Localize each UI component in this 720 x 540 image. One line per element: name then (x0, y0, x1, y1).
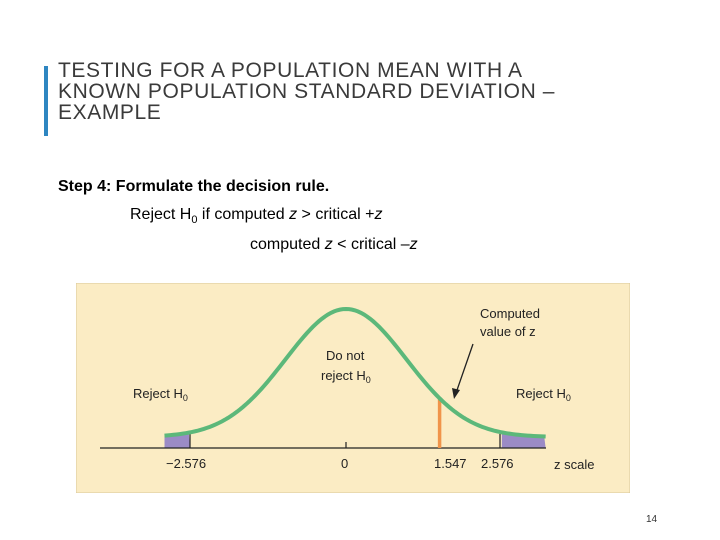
slide-title: TESTING FOR A POPULATION MEAN WITH A KNO… (58, 60, 698, 123)
rule2-middle: < critical – (332, 236, 410, 253)
rule1-after: > critical + (297, 206, 375, 223)
computed-arrow (455, 343, 474, 394)
rule1-z-var-2: z (374, 206, 383, 223)
rule1-subscript: 0 (191, 214, 198, 227)
rule2-z-var: z (324, 236, 333, 253)
rule1-z-var: z (289, 206, 298, 223)
label-value-of-z: value of z (480, 324, 536, 339)
decision-rule-line-1: Reject H0 if computed z > critical +z (130, 206, 382, 226)
figure-background (76, 283, 630, 493)
rule2-z-var-2: z (409, 236, 418, 253)
title-line-3: EXAMPLE (58, 101, 162, 124)
tick-label-pos-critical: 2.576 (481, 456, 514, 471)
rule1-middle: if computed (197, 206, 290, 223)
label-reject-h0: reject H0 (321, 368, 371, 385)
rule2-prefix: computed (250, 236, 325, 253)
label-do-not: Do not (326, 348, 365, 363)
axis-label-z-scale: z scale (554, 457, 594, 472)
rule1-prefix: Reject H (130, 206, 192, 223)
tick-label-computed: 1.547 (434, 456, 467, 471)
computed-arrowhead (452, 388, 460, 399)
step-heading: Step 4: Formulate the decision rule. (58, 178, 330, 195)
decision-rule-line-2: computed z < critical –z (250, 236, 418, 254)
tick-label-zero: 0 (341, 456, 348, 471)
title-accent-bar (44, 66, 48, 136)
title-line-1: TESTING FOR A POPULATION MEAN WITH A (58, 59, 523, 82)
label-reject-right: Reject H0 (516, 386, 571, 403)
title-line-2: KNOWN POPULATION STANDARD DEVIATION – (58, 80, 556, 103)
label-reject-left: Reject H0 (133, 386, 188, 403)
page-number: 14 (646, 514, 658, 525)
normal-distribution-figure: Reject H0 Reject H0 Do not reject H0 Com… (76, 283, 630, 493)
tick-label-neg-critical: −2.576 (166, 456, 206, 471)
normal-curve (164, 306, 546, 439)
label-computed: Computed (480, 306, 540, 321)
